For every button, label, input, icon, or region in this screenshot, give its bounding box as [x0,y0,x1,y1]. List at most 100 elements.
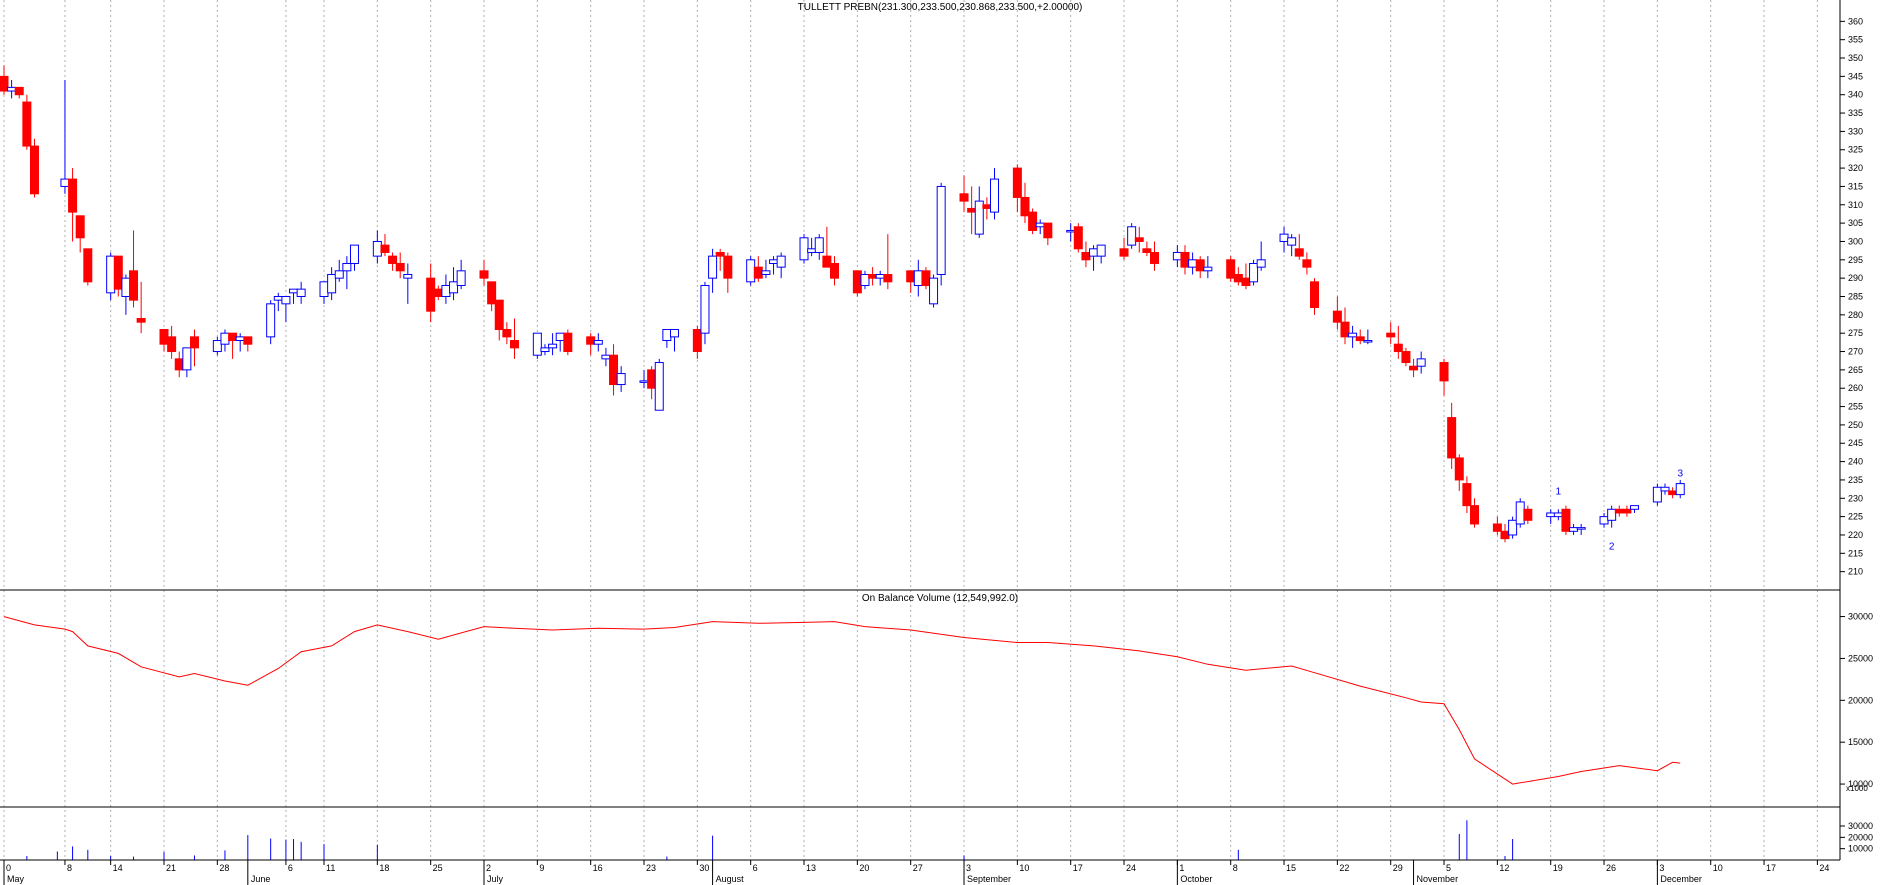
candle-body [1073,226,1083,250]
candle-body [212,340,222,353]
candle-body [959,193,969,202]
candle [1028,208,1038,235]
candle-body [441,284,451,297]
x-tick-label: 10 [1019,863,1029,873]
candle-body [814,237,824,253]
candle [990,168,1000,220]
price-panel: TULLETT PREBN(231.300,233.500,230.868,23… [0,2,1863,577]
candle-body [1576,527,1586,530]
candle-body [1142,248,1152,253]
candle-body [0,75,9,92]
candle-body [334,270,344,279]
candle [1134,226,1144,253]
candle-body [1553,512,1563,518]
candle [1203,256,1213,279]
candle [220,329,230,352]
candle-body [1614,508,1624,514]
candle-body [403,273,413,279]
candle [814,234,824,260]
price-axis-tick-label: 215 [1848,548,1863,558]
candle-body [1249,262,1259,283]
candle [761,259,771,279]
panel-frame [0,0,1841,861]
candle-body [1020,196,1030,217]
candle [715,248,725,271]
candle-body [692,329,702,353]
candle [1492,516,1502,535]
candle-body [68,178,78,213]
candle-body [243,336,253,345]
candle-body [822,255,832,268]
candle [1332,296,1342,330]
candle [532,332,542,359]
candle-body [1172,251,1182,261]
candle-body [1470,505,1480,525]
obv-panel: On Balance Volume (12,549,992.0) 10000 15… [3,593,1873,789]
candle [1660,483,1670,495]
candle-body [1660,486,1670,492]
candle [563,329,573,356]
candle [959,175,969,213]
candle-body [708,255,718,279]
candle [654,358,664,411]
candle [1599,512,1609,528]
candle-body [860,273,870,286]
candle-body [1066,229,1076,233]
price-axis-tick-label: 350 [1848,53,1863,63]
candle [121,274,131,315]
candle [860,270,870,290]
candle [746,256,756,286]
candle [1172,245,1182,268]
candle [540,344,550,356]
candle-body [647,369,657,389]
candle [1546,509,1556,524]
obv-axis-tick-label: 15000 [1848,737,1873,747]
candle [1439,358,1449,396]
candle-body [502,329,512,338]
obv-line [3,616,1681,785]
candle [1569,523,1579,535]
price-axis-tick-label: 220 [1848,530,1863,540]
candle [494,299,504,341]
candle [159,329,169,352]
candle [273,292,283,312]
candle [380,234,390,257]
candle-body [1416,358,1426,367]
candle [1188,252,1198,275]
candle [1668,487,1678,499]
candle-body [220,332,230,345]
candle [228,332,238,359]
candle [1630,505,1640,513]
candle-body [906,270,916,283]
candle [822,226,832,268]
candle [967,186,977,235]
candle [1355,329,1365,345]
candle-body [601,354,611,360]
candle [1287,234,1297,257]
candle [129,230,139,308]
candle [1393,325,1403,359]
candle [555,332,565,352]
price-axis-tick-label: 360 [1848,16,1863,26]
candle [548,333,558,356]
candle [327,267,337,301]
candle [395,252,405,279]
x-tick-label: 17 [1073,863,1083,873]
candle-body [936,185,946,275]
candle [1607,505,1617,528]
candle-body [1363,340,1373,343]
candle-body [609,354,619,386]
candle-body [433,288,443,297]
candle [1652,483,1662,506]
price-axis-tick-label: 340 [1848,90,1863,100]
x-tick-label: 0 [6,863,11,873]
candle [319,281,329,304]
x-tick-label: 17 [1766,863,1776,873]
candle-body [14,86,24,96]
candle-body [1134,237,1144,242]
x-tick-label: 10 [1713,863,1723,873]
candle [868,267,878,286]
price-panel-title: TULLETT PREBN(231.300,233.500,230.868,23… [798,2,1083,13]
candle-body [746,259,756,283]
